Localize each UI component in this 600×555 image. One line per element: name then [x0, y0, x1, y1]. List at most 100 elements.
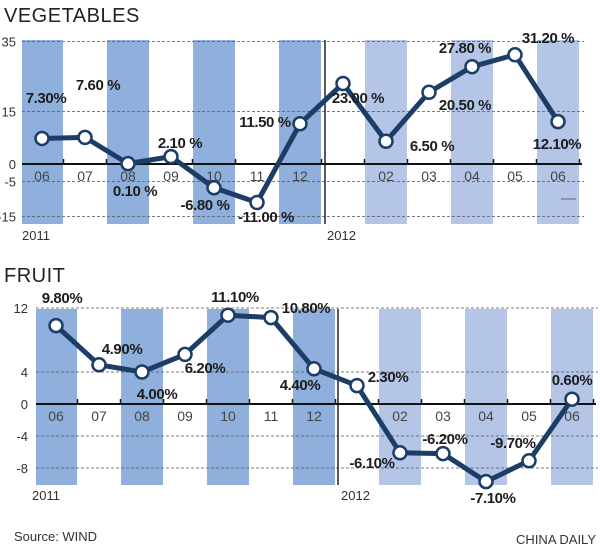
data-label: 2.10 %: [158, 135, 202, 152]
data-point: [349, 377, 365, 394]
data-label: 0.60%: [552, 372, 593, 389]
x-tick-label: 12: [292, 168, 308, 184]
x-tick-label: 02: [378, 168, 394, 184]
x-tick-label: 10: [220, 408, 236, 424]
month-column-shade: [107, 40, 149, 224]
x-tick-label: 09: [177, 408, 193, 424]
data-label: 7.60 %: [76, 77, 120, 94]
x-tick-label: 04: [478, 408, 494, 424]
data-point: [464, 58, 480, 75]
data-label: 11.50 %: [239, 114, 290, 131]
data-label: -6.10%: [349, 455, 394, 472]
data-point: [163, 148, 179, 165]
data-label: 4.40%: [280, 377, 321, 394]
data-point: [48, 317, 64, 334]
month-column-shade: [537, 40, 579, 224]
x-tick-label: 10: [206, 168, 222, 184]
data-point: [292, 116, 308, 132]
x-tick-label: 05: [507, 168, 523, 184]
data-point: [421, 84, 437, 100]
credit-note: CHINA DAILY: [516, 532, 596, 547]
data-label: -6.80 %: [181, 197, 230, 214]
year-label: 2011: [32, 488, 60, 503]
data-label: 2.30%: [368, 369, 409, 386]
data-label: -7.10%: [470, 490, 515, 507]
x-tick-label: 08: [134, 408, 150, 424]
data-point: [378, 133, 394, 149]
data-label: 10.80%: [282, 300, 331, 317]
x-tick-label: 02: [392, 408, 408, 424]
data-point: [550, 113, 566, 130]
data-point: [306, 361, 322, 377]
chart-title: VEGETABLES: [4, 5, 140, 27]
x-tick-label: 06: [564, 408, 580, 424]
y-tick-label: -15: [0, 210, 16, 225]
month-column-shade: [365, 40, 407, 224]
month-column-shade: [121, 309, 163, 485]
data-point: [249, 194, 265, 211]
data-point: [91, 357, 107, 373]
y-tick-label: -8: [16, 461, 28, 476]
x-tick-label: 07: [77, 168, 93, 184]
y-tick-label: -4: [16, 429, 28, 444]
data-label: 31.20 %: [522, 30, 574, 47]
x-tick-label: 03: [421, 168, 437, 184]
y-tick-label: 0: [21, 397, 28, 412]
month-column-shade: [207, 309, 249, 485]
data-label: 4.00%: [137, 386, 178, 403]
data-label: 6.20%: [185, 360, 226, 377]
x-tick-label: 07: [91, 408, 107, 424]
data-point: [134, 364, 150, 380]
x-tick-label: 03: [435, 408, 451, 424]
y-tick-label: 35: [2, 35, 16, 50]
data-point: [435, 445, 451, 462]
x-tick-label: 05: [521, 408, 537, 424]
data-label: 7.30%: [26, 90, 67, 107]
data-point: [521, 453, 537, 469]
data-point: [564, 391, 580, 407]
data-point: [206, 180, 222, 196]
data-label: 20.50 %: [439, 97, 491, 114]
x-tick-label: 11: [264, 408, 279, 424]
x-tick-label: 09: [163, 168, 179, 184]
data-label: 0.10 %: [113, 183, 157, 200]
y-tick-label: 4: [21, 365, 28, 380]
x-tick-label: 06: [48, 408, 64, 424]
y-tick-label: 15: [2, 105, 16, 120]
data-label: 9.80%: [42, 290, 83, 307]
data-point: [392, 445, 408, 461]
x-tick-label: 06: [34, 168, 50, 184]
data-label: -6.20%: [422, 431, 467, 448]
source-note: Source: WIND: [14, 529, 97, 544]
data-point: [34, 130, 50, 147]
data-label: 11.10%: [211, 289, 259, 306]
year-label: 2012: [341, 488, 370, 503]
x-tick-label: 08: [120, 168, 136, 184]
data-label: -11.00 %: [238, 209, 294, 226]
data-label: 12.10%: [533, 136, 582, 153]
data-label: 27.80 %: [439, 40, 491, 57]
month-column-shade: [293, 309, 335, 485]
data-label: 4.90%: [102, 341, 143, 358]
y-tick-label: -5: [4, 175, 16, 190]
x-tick-label: 11: [250, 168, 265, 184]
data-point: [120, 155, 136, 172]
data-point: [177, 346, 193, 363]
data-label: 23.00 %: [332, 90, 384, 107]
chart-title: FRUIT: [4, 265, 65, 287]
data-point: [220, 307, 236, 323]
year-label: 2012: [327, 228, 356, 243]
x-tick-label: 04: [464, 168, 480, 184]
data-point: [77, 129, 93, 146]
data-label: -9.70%: [490, 435, 535, 452]
data-point: [478, 473, 494, 490]
year-label: 2011: [22, 228, 50, 243]
x-tick-label: 12: [306, 408, 322, 424]
x-tick-label: 06: [550, 168, 566, 184]
data-label: 6.50 %: [410, 138, 454, 155]
data-point: [263, 309, 279, 326]
vegetables-chart: VEGETABLES 35 15 0 -5 -15 06 07 08 09 10 11 12 02 03 04…: [0, 5, 584, 243]
data-point: [507, 47, 523, 63]
data-point: [335, 75, 351, 92]
